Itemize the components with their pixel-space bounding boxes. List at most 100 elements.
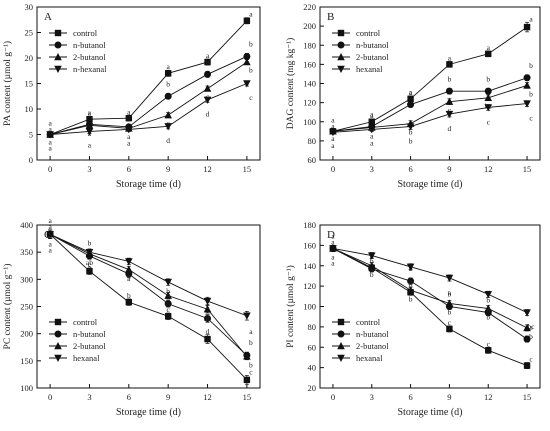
y-tick-label: 250 [20, 302, 33, 312]
data-point [125, 126, 133, 134]
y-tick-label: 5 [29, 130, 33, 140]
significance-letter: b [409, 294, 413, 303]
legend: control n-butanol 2-butanol n-hexanal [49, 28, 107, 74]
series-line [49, 233, 248, 381]
x-tick-label: 3 [370, 164, 374, 174]
data-point [85, 128, 94, 136]
significance-letter: a [48, 138, 52, 147]
significance-letter: b [448, 74, 452, 83]
series-line [332, 26, 528, 132]
legend-entry: n-butanol [73, 40, 106, 50]
data-point [204, 314, 212, 322]
significance-letter: a [167, 62, 171, 71]
y-tick-label: 100 [20, 383, 33, 393]
y-tick-label: 20 [308, 383, 317, 393]
legend-entry: n-butanol [356, 40, 389, 50]
legend-marker [54, 41, 62, 49]
y-tick-label: 160 [303, 59, 316, 69]
significance-letter: a [48, 216, 52, 225]
y-tick-label: 140 [303, 79, 316, 89]
x-tick-label: 0 [48, 164, 52, 174]
data-point [523, 23, 531, 31]
significance-letter: a [127, 272, 131, 281]
series-line [49, 233, 248, 317]
data-point [243, 352, 251, 360]
significance-letter: d [206, 327, 210, 336]
significance-letter: a [370, 111, 374, 120]
significance-letter: b [448, 289, 452, 298]
data-point [164, 300, 172, 308]
data-point [204, 70, 212, 78]
significance-letter: a [331, 115, 335, 124]
y-tick-label: 160 [303, 240, 316, 250]
significance-letter: a [127, 132, 131, 141]
data-point [484, 87, 492, 95]
data-point [329, 129, 337, 137]
significance-letter: a [331, 121, 335, 130]
significance-letter: a [249, 10, 253, 19]
panel-label: B [327, 11, 334, 23]
significance-letter: b [370, 270, 374, 279]
data-point [203, 96, 212, 104]
significance-letter: a [249, 327, 253, 336]
x-tick-label: 0 [48, 392, 52, 402]
significance-letter: a [529, 323, 533, 332]
y-tick-label: 60 [308, 342, 317, 352]
significance-letter: a [48, 144, 52, 153]
legend-entry: control [73, 28, 98, 38]
y-tick-label: 10 [25, 104, 34, 114]
legend-entry: control [356, 28, 381, 38]
plot-frame [36, 6, 261, 161]
significance-letter: a [48, 240, 52, 249]
legend-marker [54, 65, 62, 73]
significance-letter: a [331, 258, 335, 267]
y-tick-label: 100 [303, 117, 316, 127]
x-tick-label: 6 [127, 164, 131, 174]
legend-marker [337, 65, 345, 73]
data-point [407, 101, 415, 109]
legend-entry: n-hexanal [73, 64, 107, 74]
significance-letter: b [486, 74, 490, 83]
x-tick-label: 12 [484, 392, 493, 402]
series-line [332, 84, 528, 132]
y-tick-label: 25 [25, 28, 34, 38]
data-point [407, 95, 414, 102]
x-axis-label: Storage time (d) [116, 179, 181, 190]
significance-letter: a [448, 288, 452, 297]
legend-marker [337, 29, 345, 37]
legend-entry: 2-butanol [73, 341, 106, 351]
significance-letter: b [249, 66, 253, 75]
y-tick-label: 80 [308, 136, 317, 146]
data-point [86, 116, 93, 123]
significance-letter: d [166, 136, 170, 145]
significance-letter: bc [528, 322, 536, 331]
significance-letter: a [370, 131, 374, 140]
data-point [523, 74, 531, 82]
series-line [332, 103, 528, 133]
significance-letter: b [249, 361, 253, 370]
plot-frame [319, 6, 541, 161]
significance-letter: b [166, 300, 170, 309]
significance-letter: a [370, 110, 374, 119]
x-tick-label: 3 [370, 392, 374, 402]
data-point [203, 84, 212, 92]
data-point [203, 297, 212, 306]
data-point [243, 80, 251, 88]
legend-entry: hexanal [356, 64, 383, 74]
significance-letter: c [249, 368, 253, 377]
significance-letter: d [206, 109, 210, 118]
legend-entry: n-butanol [73, 329, 106, 339]
data-point [243, 312, 251, 320]
panel-d: D 20 40 60 80 100 120 140 160 180 0 3 6 9 12 15 Storage … [285, 220, 541, 418]
significance-letter: a [88, 262, 92, 271]
significance-letter: c [487, 339, 491, 348]
significance-letter: b [448, 308, 452, 317]
significance-letter: c [448, 106, 452, 115]
x-tick-label: 6 [408, 392, 412, 402]
legend-entry: control [73, 317, 98, 327]
x-tick-label: 12 [203, 392, 212, 402]
significance-letter: c [249, 93, 253, 102]
data-point [125, 298, 133, 306]
series-line [49, 233, 248, 357]
